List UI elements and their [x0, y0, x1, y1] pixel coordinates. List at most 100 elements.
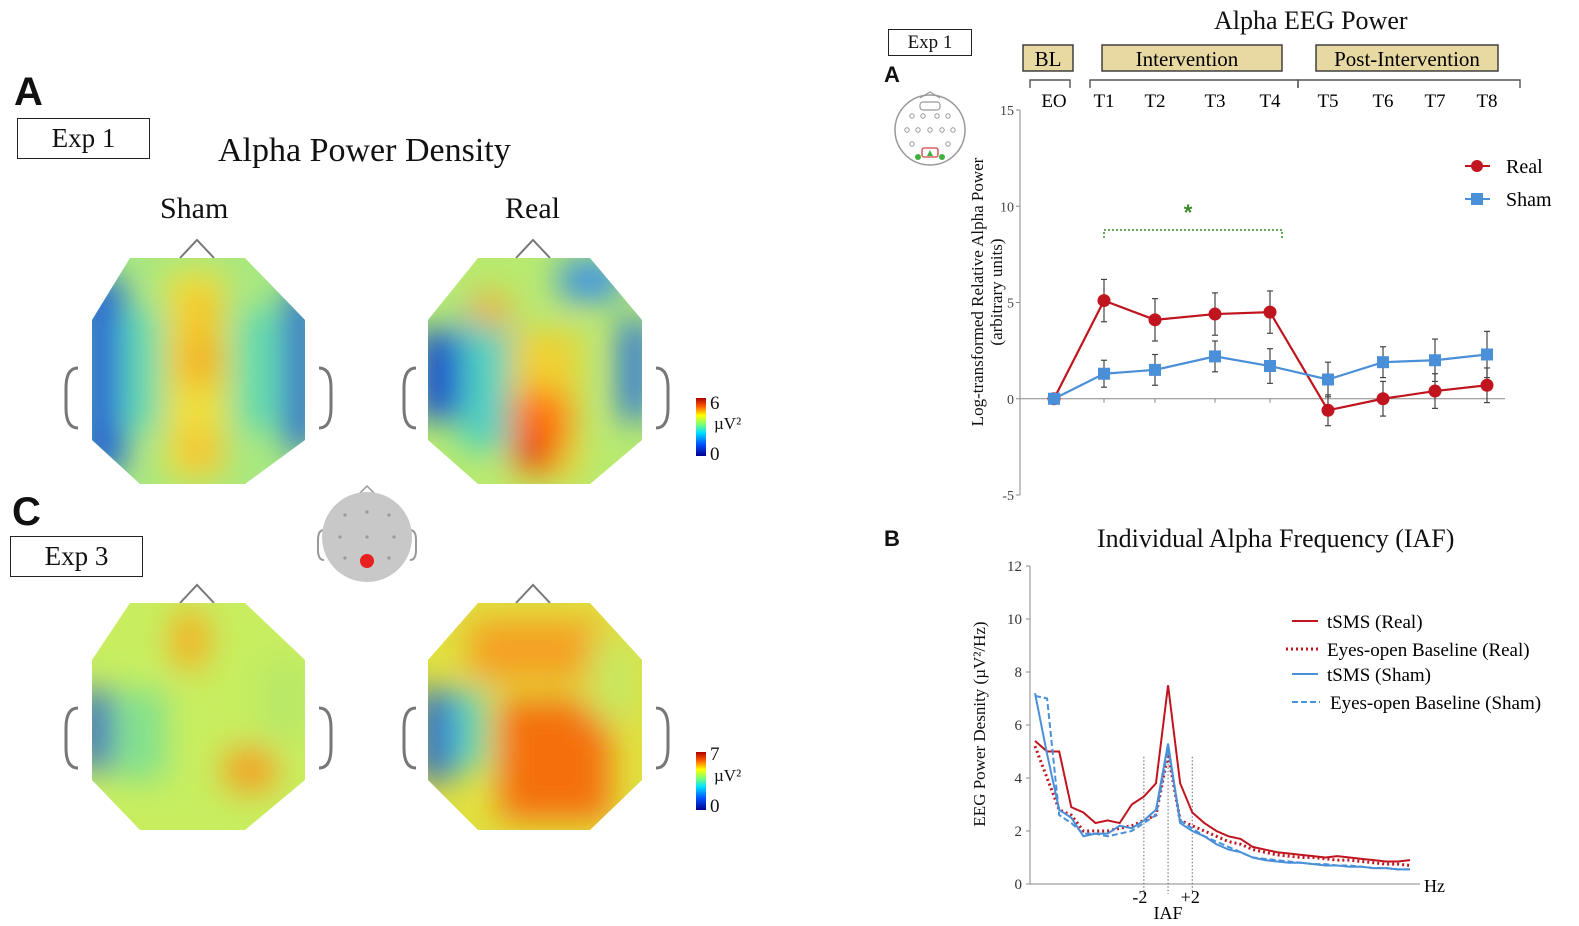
- point-sham: [1098, 367, 1110, 380]
- exp1-label-box: Exp 1: [17, 118, 150, 159]
- legend-baseline-real: Eyes-open Baseline (Real): [1327, 640, 1530, 661]
- legend-sham: Sham: [1506, 189, 1552, 211]
- colorbar-exp3-min: 0: [710, 796, 720, 817]
- y-tick-label: 6: [1015, 718, 1023, 734]
- chart-a-title: Alpha EEG Power: [1214, 6, 1408, 35]
- topomap-sham-exp3: [64, 583, 333, 830]
- chart-a-exp-label: Exp 1: [888, 29, 972, 56]
- x-category-label: EO: [1041, 91, 1066, 112]
- x-category-label: T3: [1204, 91, 1225, 112]
- y-tick-label: -5: [1002, 489, 1014, 504]
- chart-b-ylabel: EEG Power Desnity (µV²/Hz): [970, 621, 989, 827]
- y-tick-label: 4: [1015, 771, 1023, 787]
- chart-a-ylabel: Log-transformed Relative Alpha Power (ar…: [968, 142, 1006, 442]
- x-category-label: T4: [1259, 91, 1281, 112]
- phase-label-intervention: Intervention: [1136, 47, 1239, 71]
- iaf-plus-label: +2: [1181, 887, 1200, 907]
- phase-box-intervention: [1101, 44, 1283, 72]
- x-axis-unit: Hz: [1424, 876, 1445, 896]
- colorbar-exp3-unit: µV²: [714, 766, 742, 785]
- y-tick-label: 10: [1000, 200, 1014, 215]
- chart-b-title: Individual Alpha Frequency (IAF): [1097, 524, 1455, 553]
- point-sham: [1209, 350, 1221, 363]
- column-label-real: Real: [505, 192, 560, 225]
- point-real: [1097, 294, 1111, 308]
- point-sham: [1048, 392, 1060, 405]
- y-tick-label: 0: [1015, 877, 1023, 893]
- phase-box-bl: [1022, 44, 1074, 72]
- point-sham: [1264, 360, 1276, 373]
- colorbar-exp1: [696, 398, 706, 456]
- x-category-label: T1: [1093, 91, 1114, 112]
- colorbar-exp3-max: 7: [710, 744, 720, 765]
- phase-box-post: [1315, 44, 1499, 72]
- colorbar-exp1-unit: µV²: [714, 414, 742, 433]
- x-category-label: T7: [1424, 91, 1445, 112]
- point-real: [1148, 313, 1162, 327]
- significance-bracket: [1103, 229, 1283, 238]
- y-tick-label: 12: [1007, 559, 1022, 575]
- column-label-sham: Sham: [160, 192, 229, 225]
- chart-b-marks: [1033, 685, 1411, 871]
- topomap-figure: [64, 238, 706, 830]
- chart-a-legend: Real Sham: [1465, 156, 1552, 211]
- x-category-label: T2: [1144, 91, 1165, 112]
- x-category-label: T6: [1372, 91, 1393, 112]
- chart-b-legend: tSMS (Real) Eyes-open Baseline (Real) tS…: [1286, 612, 1541, 714]
- chart-a-svg: BL Intervention Post-Intervention EO T1 T2…: [894, 44, 1552, 504]
- phase-label-post: Post-Intervention: [1334, 47, 1480, 71]
- legend-real: Real: [1506, 156, 1543, 178]
- y-tick-label: 5: [1007, 297, 1014, 312]
- panel-letter-c: C: [12, 490, 41, 534]
- series-line-0: [1034, 685, 1411, 863]
- significance-star: *: [1184, 200, 1193, 225]
- series-line-1: [1033, 745, 1411, 867]
- topo-title: Alpha Power Density: [218, 132, 511, 169]
- electrode-head-icon: [317, 484, 417, 582]
- point-real: [1208, 307, 1222, 321]
- y-tick-label: 10: [1007, 612, 1022, 628]
- exp3-label-box: Exp 3: [10, 536, 143, 577]
- topomap-real-exp3: [402, 583, 670, 830]
- chart-a-head-icon: [894, 91, 966, 166]
- topomap-sham-exp1: [64, 238, 333, 484]
- y-tick-label: 2: [1015, 824, 1023, 840]
- legend-tsms-sham: tSMS (Sham): [1327, 665, 1431, 686]
- topomap-real-exp1: [402, 238, 670, 484]
- series-line-3: [1034, 694, 1410, 871]
- point-sham: [1322, 373, 1334, 386]
- legend-baseline-sham: Eyes-open Baseline (Sham): [1330, 693, 1541, 714]
- legend-tsms-real: tSMS (Real): [1327, 612, 1423, 633]
- point-real: [1321, 403, 1335, 417]
- colorbar-exp1-min: 0: [710, 444, 720, 465]
- point-sham: [1429, 354, 1441, 367]
- chart-a-axes: 15 10 5 0 -5: [1000, 104, 1505, 504]
- point-real: [1376, 392, 1390, 406]
- point-sham: [1377, 356, 1389, 369]
- colorbar-exp1-max: 6: [710, 393, 720, 414]
- point-real: [1263, 305, 1277, 319]
- x-category-labels: EO T1 T2 T3 T4 T5 T6 T7 T8: [1041, 91, 1497, 112]
- chart-a-ylabel-line2: (arbitrary units): [987, 238, 1006, 346]
- x-category-label: T5: [1317, 91, 1338, 112]
- point-real: [1480, 378, 1494, 392]
- chart-a-marks: [1047, 278, 1494, 427]
- series-line-2: [1034, 693, 1410, 871]
- y-tick-label: 0: [1007, 393, 1014, 408]
- colorbar-exp3: [696, 752, 706, 810]
- x-category-label: T8: [1476, 91, 1497, 112]
- point-sham: [1149, 363, 1161, 376]
- point-sham: [1481, 348, 1493, 361]
- iaf-label: IAF: [1154, 903, 1183, 923]
- chart-a-panel-letter: A: [884, 62, 900, 87]
- y-tick-label: 15: [1000, 104, 1014, 119]
- chart-a-ylabel-line1: Log-transformed Relative Alpha Power: [968, 157, 987, 427]
- y-tick-label: 8: [1015, 665, 1023, 681]
- phase-label-bl: BL: [1035, 47, 1062, 71]
- panel-letter-a: A: [14, 70, 43, 114]
- iaf-minus-label: -2: [1132, 887, 1147, 907]
- point-real: [1428, 384, 1442, 398]
- chart-b-panel-letter: B: [884, 526, 900, 551]
